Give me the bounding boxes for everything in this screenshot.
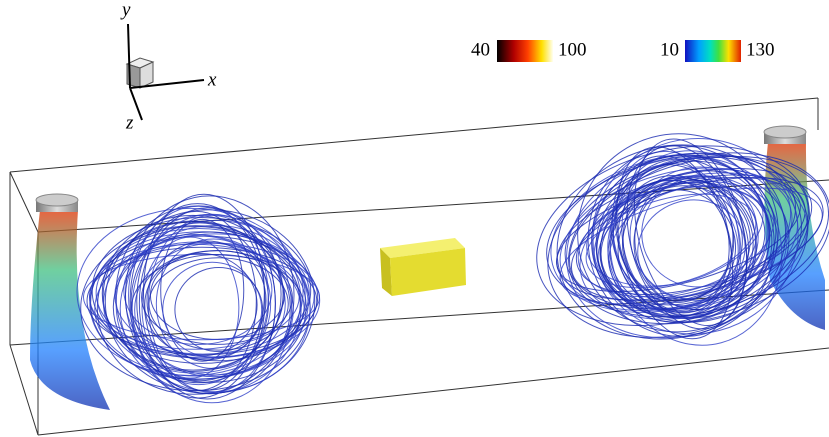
streamline	[568, 156, 829, 318]
streamline	[622, 179, 732, 314]
streamline	[174, 267, 264, 353]
colorbar	[685, 40, 741, 62]
streamline	[591, 155, 770, 323]
streamline	[112, 231, 307, 383]
streamline	[76, 207, 304, 376]
streamline	[559, 187, 823, 305]
streamline	[89, 243, 300, 350]
streamline	[103, 233, 286, 374]
streamline	[142, 193, 265, 391]
axis-label-x: x	[207, 69, 217, 90]
colorbar-min: 10	[660, 39, 679, 60]
streamline	[128, 205, 269, 386]
streamline	[637, 199, 746, 300]
axis-triad: y x z	[120, 0, 217, 133]
colorbar	[497, 40, 553, 62]
streamline	[136, 210, 257, 392]
streamline	[146, 240, 267, 361]
streamline	[595, 160, 777, 317]
streamline	[585, 193, 757, 289]
streamline	[626, 145, 748, 330]
streamline	[536, 145, 810, 327]
streamline	[138, 207, 276, 400]
obstacle-block	[380, 238, 466, 296]
axis-label-y: y	[120, 0, 131, 20]
streamline	[148, 257, 289, 351]
streamline	[641, 176, 758, 288]
colorbar-temperature: 40 100	[471, 39, 587, 62]
streamline	[160, 218, 245, 362]
inlet-cylinders	[35, 125, 807, 212]
streamline	[131, 253, 305, 362]
streamlines	[30, 133, 829, 410]
streamline	[577, 133, 779, 333]
streamline	[124, 195, 295, 395]
streamline	[30, 210, 110, 410]
streamline	[123, 235, 273, 346]
colorbar-velocity: 10 130	[660, 39, 775, 62]
streamline	[141, 250, 293, 345]
colorbar-max: 130	[746, 39, 775, 60]
streamline	[559, 167, 793, 312]
streamline	[568, 152, 829, 325]
colorbar-min: 40	[471, 39, 490, 60]
streamline	[86, 246, 318, 356]
streamline	[616, 146, 734, 340]
streamline	[102, 220, 284, 371]
colorbar-max: 100	[558, 39, 587, 60]
streamline	[97, 242, 321, 359]
streamline	[612, 157, 768, 307]
axis-label-z: z	[125, 112, 134, 133]
streamline	[570, 177, 824, 302]
streamline	[141, 236, 240, 379]
streamline	[131, 213, 293, 404]
streamline	[114, 233, 315, 358]
streamline	[119, 224, 311, 393]
streamline	[556, 144, 787, 340]
